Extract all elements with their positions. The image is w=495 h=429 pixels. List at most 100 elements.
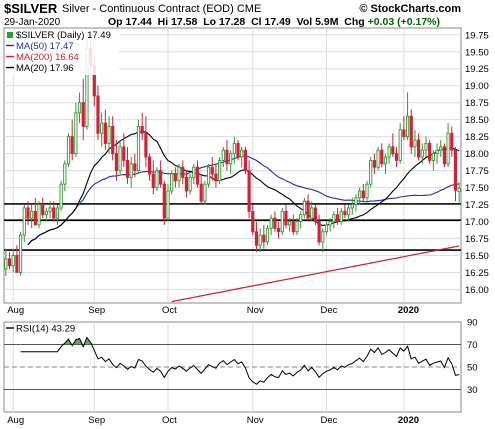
candle-body bbox=[4, 258, 8, 270]
ma50-line bbox=[27, 155, 460, 246]
candle-body bbox=[77, 102, 82, 114]
candle-body bbox=[439, 146, 443, 151]
candle-body bbox=[243, 149, 247, 172]
candle-body bbox=[96, 95, 100, 134]
candle-body bbox=[48, 207, 52, 212]
candle-body bbox=[273, 217, 277, 229]
moving-averages bbox=[27, 131, 460, 303]
candle-body bbox=[188, 176, 192, 192]
price-y-tick-label: 17.50 bbox=[465, 183, 489, 194]
candle-body bbox=[420, 149, 424, 158]
price-legend-entry: MA(50) 17.47 bbox=[16, 41, 74, 52]
quote-date: 29-Jan-2020 bbox=[4, 17, 61, 28]
price-x-tick-label: Nov bbox=[247, 305, 264, 316]
price-y-tick-label: 18.75 bbox=[465, 98, 489, 109]
candle-body bbox=[125, 159, 130, 178]
ma20-line bbox=[27, 131, 460, 246]
candle-body bbox=[288, 221, 292, 226]
candle-body bbox=[376, 149, 380, 168]
candle-body bbox=[335, 214, 340, 222]
candle-body bbox=[184, 176, 189, 192]
candle-body bbox=[74, 112, 78, 155]
rsi-x-tick-label: Aug bbox=[7, 415, 24, 426]
candle-body bbox=[11, 255, 15, 267]
rsi-y-tick-label: 70 bbox=[467, 340, 478, 351]
price-legend-entry: $SILVER (Daily) 17.49 bbox=[16, 30, 111, 41]
candle-body bbox=[262, 234, 266, 243]
candle-body bbox=[291, 221, 295, 233]
rsi-y-axis: 30 50 70 90 bbox=[467, 318, 478, 397]
candle-body bbox=[446, 132, 450, 165]
candle-body bbox=[118, 146, 122, 172]
candle-body bbox=[155, 170, 159, 189]
candle-body bbox=[44, 210, 48, 216]
candle-body bbox=[140, 126, 144, 134]
candle-body bbox=[240, 149, 244, 158]
candle-body bbox=[350, 204, 354, 209]
candle-body bbox=[435, 149, 439, 155]
candle-body bbox=[324, 224, 329, 233]
candle-body bbox=[144, 132, 148, 158]
candle-body bbox=[428, 142, 432, 161]
candle-body bbox=[405, 115, 410, 138]
candle-body bbox=[22, 207, 26, 236]
price-y-tick-label: 18.50 bbox=[465, 115, 489, 126]
close-label: Cl bbox=[251, 16, 262, 28]
candle-body bbox=[280, 210, 284, 233]
candle-body bbox=[159, 170, 163, 185]
candle-body bbox=[111, 126, 115, 155]
candle-body bbox=[365, 183, 369, 199]
candle-body bbox=[63, 163, 67, 185]
candle-body bbox=[265, 227, 270, 243]
candle-body bbox=[166, 190, 170, 219]
candle-body bbox=[361, 190, 365, 199]
candle-body bbox=[394, 153, 399, 161]
candle-body bbox=[100, 122, 104, 134]
chart-symbol: $SILVER bbox=[4, 1, 58, 16]
candle-body bbox=[136, 126, 141, 172]
rsi-x-tick-label: Dec bbox=[320, 415, 337, 426]
candle-body bbox=[181, 166, 185, 178]
price-y-tick-label: 16.00 bbox=[465, 285, 489, 296]
quote-summary: Op 17.44 Hi 17.58 Lo 17.28 Cl 17.49 Vol … bbox=[108, 16, 440, 28]
rsi-y-tick-label: 50 bbox=[467, 363, 478, 374]
price-x-tick-label: 2020 bbox=[398, 305, 419, 316]
candle-body bbox=[221, 149, 225, 161]
rsi-x-tick-label: Sep bbox=[88, 415, 105, 426]
price-x-tick-label: Aug bbox=[7, 305, 24, 316]
candle-body bbox=[354, 197, 358, 205]
candle-body bbox=[37, 204, 41, 226]
open-label: Op bbox=[108, 16, 123, 28]
support-lines bbox=[4, 203, 461, 251]
candle-body bbox=[236, 142, 240, 158]
candle-body bbox=[81, 102, 85, 127]
ma200-line bbox=[171, 245, 460, 303]
candle-body bbox=[55, 207, 60, 219]
price-y-tick-label: 19.75 bbox=[465, 30, 489, 41]
candle-body bbox=[391, 146, 395, 155]
candle-body bbox=[133, 163, 137, 172]
candle-body bbox=[151, 173, 155, 189]
candle-body bbox=[214, 173, 218, 182]
candle-body bbox=[203, 183, 207, 202]
low-label: Lo bbox=[203, 16, 217, 28]
candle-body bbox=[372, 159, 376, 168]
candle-body bbox=[229, 153, 233, 165]
candle-body bbox=[398, 129, 402, 161]
candle-body bbox=[295, 221, 299, 233]
candle-body bbox=[417, 139, 421, 158]
volume-value: 5.9M bbox=[315, 16, 339, 28]
candle-body bbox=[173, 173, 177, 182]
price-x-tick-label: Oct bbox=[162, 305, 177, 316]
candle-body bbox=[30, 210, 34, 219]
candle-body bbox=[380, 149, 384, 165]
candle-body bbox=[210, 166, 214, 175]
candle-body bbox=[453, 149, 458, 191]
candle-body bbox=[26, 207, 30, 219]
change-value: +0.03 (+0.17%) bbox=[367, 16, 441, 28]
candle-body bbox=[192, 166, 196, 178]
candle-body bbox=[284, 210, 288, 226]
candle-body bbox=[170, 173, 174, 192]
rsi-legend-entry: RSI(14) 43.29 bbox=[16, 324, 75, 335]
